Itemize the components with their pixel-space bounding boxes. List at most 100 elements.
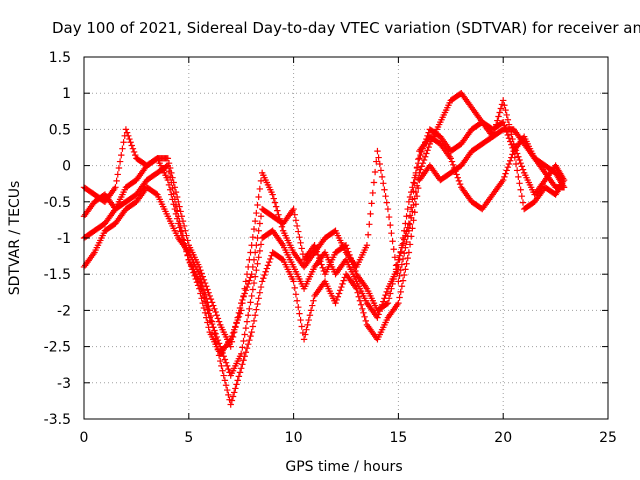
- data-point: [236, 369, 244, 376]
- data-point: [401, 271, 408, 279]
- data-point: [302, 331, 309, 338]
- data-point: [256, 185, 264, 193]
- data-point: [215, 318, 223, 325]
- data-point: [116, 158, 124, 165]
- data-point: [377, 304, 385, 312]
- series-track-d: [80, 118, 568, 379]
- data-point: [489, 133, 496, 140]
- data-point: [420, 156, 428, 164]
- data-point: [247, 332, 254, 340]
- data-point: [257, 241, 265, 248]
- data-point: [177, 228, 184, 235]
- data-point: [424, 147, 431, 154]
- data-point: [234, 377, 241, 384]
- data-point: [204, 319, 211, 326]
- data-point: [222, 359, 230, 366]
- data-point: [240, 357, 247, 364]
- data-point: [373, 158, 380, 165]
- data-point: [170, 190, 177, 197]
- data-point: [383, 300, 390, 308]
- data-point: [249, 286, 257, 293]
- data-point: [207, 295, 215, 303]
- data-point: [123, 129, 131, 136]
- chart-title: Day 100 of 2021, Sidereal Day-to-day VTE…: [52, 19, 640, 37]
- data-point: [169, 184, 176, 192]
- data-point: [300, 336, 308, 343]
- data-point: [241, 285, 248, 292]
- data-point: [508, 131, 515, 138]
- data-point: [118, 151, 125, 159]
- data-point: [371, 168, 379, 176]
- data-point: [332, 299, 339, 307]
- data-point: [356, 297, 364, 304]
- data-point: [510, 147, 517, 155]
- data-point: [384, 205, 392, 213]
- data-point: [456, 180, 464, 188]
- data-point: [227, 343, 234, 350]
- data-point: [255, 193, 262, 201]
- data-point: [377, 167, 385, 174]
- data-point: [397, 288, 404, 296]
- data-point: [389, 238, 396, 245]
- data-point: [335, 290, 343, 297]
- data-point: [120, 139, 127, 146]
- data-point: [333, 296, 340, 304]
- data-point: [417, 151, 424, 159]
- data-point: [396, 272, 403, 280]
- data-point: [211, 327, 218, 334]
- data-point: [368, 200, 375, 207]
- data-point: [241, 331, 248, 338]
- data-point: [130, 148, 138, 156]
- data-point: [395, 299, 402, 307]
- data-point: [517, 159, 524, 167]
- data-point: [448, 158, 456, 165]
- data-point: [184, 251, 191, 259]
- x-axis-label: GPS time / hours: [285, 459, 402, 475]
- data-point: [504, 164, 512, 171]
- data-point: [215, 340, 223, 347]
- data-point: [271, 199, 279, 206]
- data-point: [244, 263, 252, 271]
- data-point: [423, 135, 430, 143]
- data-point: [404, 205, 411, 213]
- data-point: [246, 256, 253, 263]
- data-point: [152, 190, 160, 197]
- data-point: [272, 203, 280, 210]
- data-point: [410, 179, 417, 186]
- data-point: [403, 238, 410, 246]
- data-point: [299, 250, 307, 258]
- data-point: [250, 279, 258, 287]
- data-point: [165, 168, 173, 175]
- data-point: [502, 170, 509, 177]
- data-point: [403, 260, 410, 267]
- data-point: [384, 299, 392, 307]
- data-point: [227, 401, 234, 408]
- data-point: [258, 278, 266, 285]
- data-point: [512, 160, 520, 168]
- data-point: [319, 264, 326, 271]
- data-point: [357, 301, 365, 308]
- data-point: [166, 173, 174, 181]
- data-point: [381, 295, 388, 302]
- data-point: [212, 330, 219, 337]
- data-point: [395, 278, 402, 285]
- data-point: [409, 208, 416, 215]
- data-point: [293, 222, 301, 230]
- data-point: [227, 336, 234, 343]
- data-point: [399, 277, 407, 284]
- data-point: [314, 251, 322, 259]
- data-point: [177, 222, 184, 230]
- data-point: [254, 260, 261, 267]
- data-point: [242, 278, 250, 285]
- data-point: [293, 297, 301, 304]
- data-point: [256, 220, 264, 227]
- data-point: [423, 150, 430, 157]
- data-point: [413, 164, 421, 172]
- data-point: [278, 255, 286, 263]
- data-point: [238, 350, 245, 358]
- data-point: [396, 256, 403, 263]
- data-point: [397, 266, 404, 274]
- data-point: [277, 219, 284, 226]
- data-point: [204, 286, 211, 293]
